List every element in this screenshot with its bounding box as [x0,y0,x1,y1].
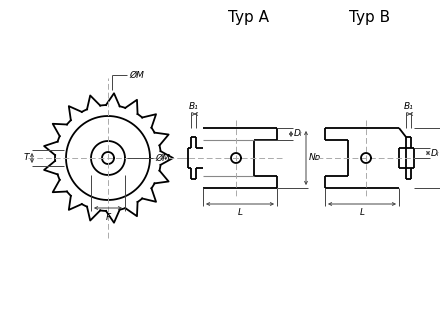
Text: L: L [238,208,242,217]
Text: B₁: B₁ [403,102,413,111]
Text: F: F [106,213,110,222]
Text: Typ B: Typ B [349,10,391,25]
Text: Dₗ: Dₗ [431,148,440,157]
Text: Dₗ: Dₗ [294,129,302,139]
Text: Nᴅ: Nᴅ [309,153,321,162]
Text: B₁: B₁ [189,102,198,111]
Text: ØM: ØM [155,153,170,162]
Text: L: L [359,208,364,217]
Text: T: T [23,153,29,162]
Text: ØM: ØM [129,71,144,80]
Text: Typ A: Typ A [227,10,268,25]
